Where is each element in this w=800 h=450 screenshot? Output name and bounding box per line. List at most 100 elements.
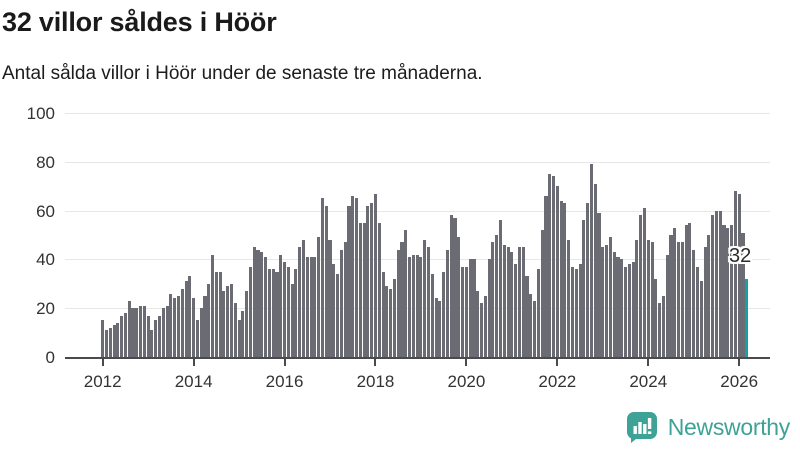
bar [317,237,321,357]
bar [104,330,109,357]
gridline [65,161,770,163]
bar [127,300,131,357]
bar [665,254,669,357]
brand-name: Newsworthy [667,413,791,440]
bar [601,247,605,357]
bar [351,195,355,357]
bar [214,271,218,357]
bar [275,271,279,357]
bar [737,193,741,357]
bar [233,303,237,357]
bar [370,203,374,357]
bar [419,256,423,357]
x-axis-tick-label: 2016 [265,372,304,391]
bar [582,220,586,357]
bar [464,266,468,357]
bar [514,264,518,357]
bar [491,242,495,357]
bar [559,200,563,357]
gridline [65,113,770,114]
bar [423,239,427,357]
chart-subtitle: Antal sålda villor i Höör under de senas… [2,63,483,84]
bar [347,205,351,357]
x-axis-tick [556,359,559,366]
bar [730,225,734,357]
bar [669,235,673,357]
bar [586,203,590,357]
x-axis-tick-label: 2026 [720,372,759,391]
bar [120,315,124,357]
bar [688,222,692,357]
bar [165,305,169,357]
bar [309,256,313,357]
bar [264,256,268,357]
x-axis-line [65,357,770,359]
bar [279,254,283,357]
bar [654,278,658,357]
bar [131,308,135,357]
bar [430,274,434,357]
bar [150,330,154,357]
bar [373,193,378,357]
bar [445,249,449,357]
bar [722,225,726,357]
bar [396,249,400,357]
x-axis-tick [374,359,377,366]
x-axis-tick-label: 2022 [538,372,577,391]
bar [188,276,192,357]
bar [589,164,593,357]
bar [180,288,184,357]
bar [313,256,317,357]
bar [487,259,491,357]
bar [608,237,612,357]
bar [548,174,552,357]
bar [510,252,514,357]
bar [381,271,385,357]
bar [703,247,707,357]
bar [449,215,453,357]
bar [252,247,256,357]
bar [574,269,578,357]
y-axis-tick-label: 100 [26,104,55,123]
bar [245,291,249,357]
bar [711,215,715,357]
y-axis-tick-label: 0 [45,348,55,367]
bar [521,247,525,357]
bar [385,286,389,357]
bar [324,205,328,357]
bar [661,296,665,357]
bar [157,315,162,357]
bar [203,296,207,357]
bar [726,227,730,357]
bar [400,242,404,357]
bar [222,291,226,357]
y-axis-tick-label: 40 [36,250,55,270]
bar [616,256,620,357]
bar [605,244,609,357]
x-axis-tick-label: 2020 [447,372,486,391]
bar [108,327,112,357]
bar [343,242,347,357]
x-axis-tick [738,359,741,366]
brand-footer[interactable]: Newsworthy [624,409,790,445]
bar [692,249,696,357]
bar [483,296,487,357]
bar [116,322,120,357]
y-axis-tick-label: 80 [36,152,55,172]
bar [139,305,143,357]
bar [336,274,340,357]
gridline [65,210,770,212]
bar [135,308,139,357]
x-axis-tick-label: 2012 [83,372,122,391]
bar [218,271,222,357]
highlighted-bar [745,278,749,357]
bar [237,320,241,357]
bar [498,220,503,357]
bar [567,239,571,357]
bar [226,286,230,357]
bar [362,222,366,357]
page-title: 32 villor såldes i Höör [2,7,277,37]
bar [328,239,332,357]
bar [142,305,146,357]
bar [298,247,302,357]
